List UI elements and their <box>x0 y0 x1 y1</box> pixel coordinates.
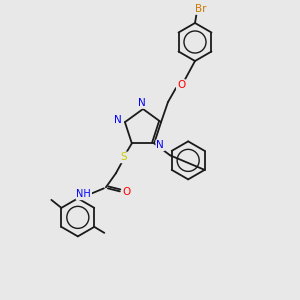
Text: N: N <box>156 140 164 150</box>
Text: Br: Br <box>195 4 207 14</box>
Text: S: S <box>121 152 127 162</box>
Text: NH: NH <box>76 189 91 200</box>
Text: O: O <box>123 188 131 197</box>
Text: N: N <box>114 115 122 125</box>
Text: N: N <box>138 98 146 108</box>
Text: O: O <box>177 80 185 90</box>
